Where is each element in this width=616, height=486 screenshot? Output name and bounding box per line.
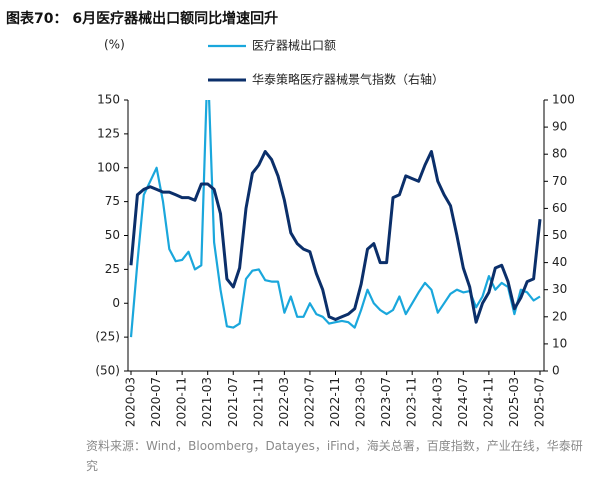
chart-title: 图表70： 6月医疗器械出口额同比增速回升 [6,11,279,27]
x-tick-label: 2022-07 [302,377,316,427]
y-tick-label: (50) [95,364,120,378]
y-tick-label: 50 [105,228,120,242]
x-tick-label: 2020-03 [124,377,138,427]
x-tick-label: 2021-11 [251,377,265,427]
x-tick-label: 2022-11 [328,377,342,427]
y-tick-label: 100 [97,160,120,174]
x-tick-label: 2020-11 [175,377,189,427]
x-tick-label: 2024-11 [481,377,495,427]
legend-label: 华泰策略医疗器械景气指数（右轴） [252,72,444,87]
y-tick-label: 150 [97,93,120,107]
x-tick-label: 2023-03 [354,377,368,427]
x-tick-label: 2021-03 [200,377,214,427]
x-tick-label: 2024-03 [430,377,444,427]
y2-tick-label: 80 [552,147,567,161]
y2-tick-label: 30 [552,282,567,296]
x-tick-label: 2025-07 [533,377,547,427]
y-tick-label: 125 [97,126,120,140]
x-tick-label: 2020-07 [149,377,163,427]
y2-tick-label: 60 [552,201,567,215]
y-axis-unit: (%) [104,38,125,52]
x-tick-label: 2021-07 [226,377,240,427]
y2-tick-label: 100 [552,93,575,107]
plot-area [129,100,542,338]
y2-tick-label: 0 [552,364,560,378]
x-tick-label: 2022-03 [277,377,291,427]
y2-tick-label: 40 [552,255,567,269]
x-tick-label: 2023-11 [405,377,419,427]
y2-tick-label: 20 [552,309,567,323]
data-line [129,150,542,324]
y-tick-label: 25 [105,262,120,276]
source-note: 资料来源：Wind，Bloomberg，Datayes，iFind，海关总署，百… [86,439,583,473]
y2-tick-label: 70 [552,174,567,188]
y2-tick-label: 90 [552,120,567,134]
x-tick-label: 2025-03 [507,377,521,427]
y-tick-label: 0 [112,296,120,310]
y2-tick-label: 10 [552,336,567,350]
y-tick-label: (25) [95,330,120,344]
y-tick-label: 75 [105,194,120,208]
x-tick-label: 2023-07 [379,377,393,427]
y2-tick-label: 50 [552,228,567,242]
chart: (%) (50) (25) 0 25 50 75 100 125 150 0 10 20 30 40 50 6… [95,38,575,428]
x-tick-label: 2024-07 [456,377,470,427]
legend-label: 医疗器械出口额 [252,38,336,53]
